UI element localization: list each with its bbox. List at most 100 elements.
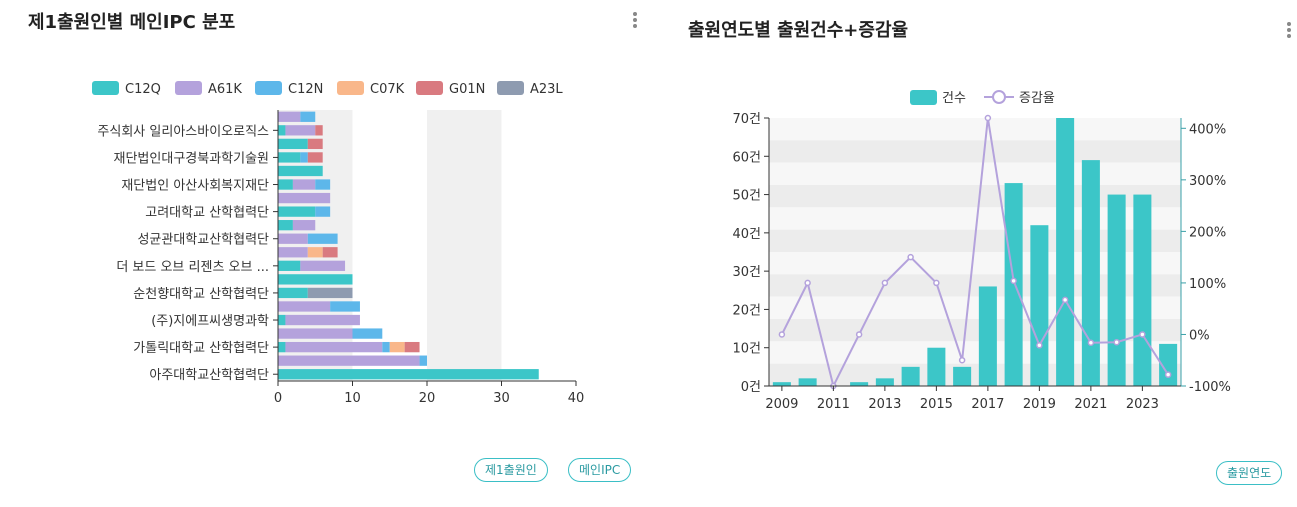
rate-point xyxy=(933,279,940,287)
more-options-icon[interactable] xyxy=(1286,22,1292,42)
x-tick-label: 40 xyxy=(568,391,585,406)
split-area xyxy=(769,363,1181,386)
category-label: 더 보드 오브 리젠츠 오브 ... xyxy=(116,260,269,275)
x-tick-label: 2021 xyxy=(1074,397,1107,410)
bar-segment xyxy=(278,138,308,150)
bar-segment xyxy=(278,369,539,380)
legend-label: C07K xyxy=(370,82,405,97)
bar-segment xyxy=(352,328,383,339)
split-area xyxy=(769,185,1181,208)
bar-segment xyxy=(300,152,308,163)
y-left-tick-label: 40건 xyxy=(732,227,761,242)
bar-segment xyxy=(300,260,346,271)
bar-segment xyxy=(278,314,286,326)
bar-segment xyxy=(278,247,308,258)
bar xyxy=(875,378,894,386)
x-tick-label: 0 xyxy=(274,391,282,406)
x-tick-label: 20 xyxy=(419,391,436,406)
bar xyxy=(1081,160,1100,386)
category-label: 아주대학교산학협력단 xyxy=(149,368,269,383)
x-tick-label: 30 xyxy=(493,391,510,406)
bar-segment xyxy=(307,138,323,150)
rate-point xyxy=(1087,339,1095,346)
bar xyxy=(901,366,920,386)
rate-point xyxy=(855,331,863,338)
bar-segment xyxy=(300,111,316,122)
bar-segment xyxy=(292,179,316,190)
bar xyxy=(1107,194,1126,386)
more-options-icon[interactable] xyxy=(632,12,638,32)
legend-swatch xyxy=(416,81,443,95)
bar-segment xyxy=(278,152,301,163)
rate-point xyxy=(984,114,992,122)
x-tick-label: 2015 xyxy=(920,397,953,410)
chip-first-applicant[interactable]: 제1출원인 xyxy=(474,458,548,482)
chip-filing-year[interactable]: 출원연도 xyxy=(1216,461,1283,485)
bar xyxy=(1159,343,1178,386)
bar-segment xyxy=(285,341,383,353)
split-area xyxy=(769,274,1181,297)
panel-title: 제1출원인별 메인IPC 분포 xyxy=(28,12,236,33)
x-tick-label: 2017 xyxy=(971,397,1004,410)
bar xyxy=(1030,225,1049,386)
bar-segment xyxy=(278,179,293,190)
legend-swatch xyxy=(255,81,282,95)
rate-point xyxy=(1036,342,1043,349)
legend-label: 증감율 xyxy=(1019,91,1055,106)
split-area xyxy=(769,162,1181,185)
bar-segment xyxy=(278,341,286,353)
split-area xyxy=(769,296,1181,319)
bar xyxy=(772,382,791,386)
bar-segment xyxy=(278,125,286,136)
x-tick-label: 10 xyxy=(344,391,361,406)
bar xyxy=(978,286,997,386)
bar-segment xyxy=(278,165,323,177)
y-left-tick-label: 20건 xyxy=(732,303,761,318)
bar-segment xyxy=(315,125,323,136)
bar-segment xyxy=(278,287,308,299)
x-tick-label: 2011 xyxy=(817,397,850,410)
split-area xyxy=(352,110,427,381)
y-right-tick-label: -100% xyxy=(1189,380,1231,395)
category-label: 순천향대학교 산학협력단 xyxy=(133,287,269,302)
bar xyxy=(1004,183,1023,386)
category-label: 고려대학교 산학협력단 xyxy=(145,206,269,221)
x-tick-label: 2013 xyxy=(868,397,901,410)
x-tick-label: 2023 xyxy=(1126,397,1159,410)
legend-label: 건수 xyxy=(942,91,966,106)
split-area xyxy=(769,252,1181,275)
bar-segment xyxy=(322,247,338,258)
y-right-tick-label: 100% xyxy=(1189,277,1226,292)
chip-main-ipc[interactable]: 메인IPC xyxy=(568,458,632,482)
bar-segment xyxy=(285,314,360,326)
bar-segment xyxy=(278,220,293,231)
y-left-tick-label: 10건 xyxy=(732,342,761,357)
split-area xyxy=(769,140,1181,163)
bar-segment xyxy=(292,220,316,231)
y-right-tick-label: 300% xyxy=(1189,174,1226,189)
rate-line xyxy=(780,117,1169,389)
legend-label: C12Q xyxy=(125,82,161,97)
category-label: 주식회사 일리아스바이오로직스 xyxy=(97,124,269,139)
split-area xyxy=(501,110,576,381)
split-area xyxy=(278,110,353,381)
y-left-tick-label: 0건 xyxy=(741,380,761,395)
bar-segment xyxy=(307,287,353,299)
bar xyxy=(953,366,972,386)
legend-label: A61K xyxy=(208,82,242,97)
bar-segment xyxy=(285,125,316,136)
yearly-bar-line-chart: 건수 증감율 0건 10건 20건 30건 40건 50건 60건 70건 -100% 0% 100% 2… xyxy=(732,90,1231,410)
yearly-filings-panel: 출원연도별 출원건수+증감율 건수 증감율 0건 10건 20건 30건 40건 50건 60건… xyxy=(650,0,1297,507)
bar xyxy=(927,347,946,386)
legend-swatch xyxy=(92,81,119,95)
y-right-tick-label: 400% xyxy=(1189,122,1226,137)
rate-point xyxy=(1139,331,1146,338)
rate-point xyxy=(1164,371,1172,378)
bar-segment xyxy=(278,328,353,339)
bar-segment xyxy=(278,206,316,217)
rate-point xyxy=(804,279,811,287)
rate-point xyxy=(881,279,889,287)
legend-swatch xyxy=(175,81,202,95)
bar xyxy=(798,378,817,386)
y-left-tick-label: 30건 xyxy=(732,265,761,280)
